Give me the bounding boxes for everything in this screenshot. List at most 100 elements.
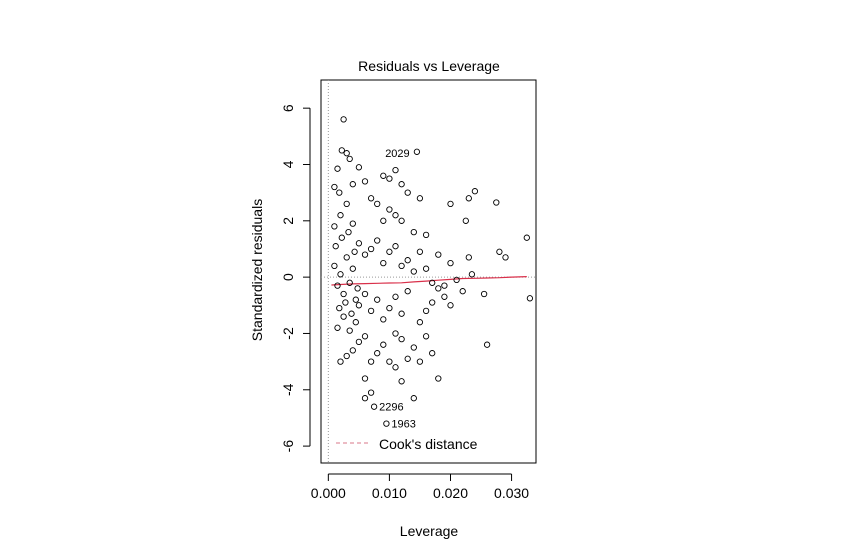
y-tick-label: 6	[280, 104, 296, 112]
data-point	[338, 234, 345, 241]
data-point	[380, 259, 387, 267]
data-point	[398, 217, 405, 224]
data-point	[367, 389, 375, 396]
data-point	[429, 350, 436, 357]
data-point	[380, 217, 387, 224]
data-point	[342, 299, 349, 306]
data-point	[435, 251, 442, 258]
point-label-2296: 2296	[379, 402, 403, 414]
y-tick-label: 4	[280, 160, 296, 168]
data-point	[337, 212, 344, 219]
data-point	[380, 316, 387, 323]
data-point	[441, 282, 448, 289]
data-point	[398, 310, 405, 317]
data-point	[361, 290, 369, 298]
data-point	[380, 172, 387, 179]
data-point	[416, 358, 424, 365]
data-point	[422, 307, 430, 315]
data-point	[345, 228, 352, 236]
data-point	[404, 189, 411, 196]
data-point	[429, 299, 436, 306]
y-tick-label: -4	[280, 383, 296, 396]
data-point	[496, 248, 503, 255]
data-point	[413, 148, 421, 155]
data-point	[392, 243, 399, 250]
data-point	[383, 420, 390, 427]
point-label-2029: 2029	[385, 148, 409, 160]
data-point	[398, 378, 405, 385]
data-point	[336, 189, 343, 196]
data-point	[453, 276, 460, 284]
data-point	[338, 147, 345, 154]
chart-title: Residuals vs Leverage	[358, 58, 500, 74]
data-point	[404, 355, 411, 362]
data-point	[332, 243, 339, 250]
data-point	[367, 245, 375, 253]
data-point	[404, 257, 411, 264]
data-point	[361, 333, 369, 340]
legend-cooks-distance-label: Cook's distance	[379, 436, 478, 452]
data-point	[343, 254, 350, 261]
data-point	[334, 282, 341, 289]
data-point	[343, 200, 350, 208]
data-point	[386, 304, 393, 312]
data-point	[334, 324, 341, 331]
x-tick-label: 0.030	[494, 485, 529, 501]
data-point	[367, 358, 375, 365]
data-point	[349, 220, 356, 227]
data-point	[392, 166, 399, 174]
data-point	[349, 181, 356, 188]
data-point	[348, 310, 355, 317]
data-point	[346, 327, 353, 334]
data-point	[441, 293, 448, 300]
data-point	[483, 341, 491, 348]
data-point	[465, 195, 472, 202]
x-axis: 0.000 0.010 0.020 0.030	[311, 473, 529, 501]
x-tick-label: 0.000	[311, 485, 346, 501]
data-point	[380, 341, 387, 348]
y-tick-label: -6	[280, 440, 296, 453]
data-point	[367, 307, 375, 315]
point-labels: 2029 2296 1963	[379, 148, 416, 430]
y-tick-label: 0	[280, 273, 296, 281]
x-axis-label: Leverage	[400, 523, 459, 539]
data-point	[398, 335, 405, 343]
data-point	[340, 290, 347, 298]
data-point	[392, 212, 399, 219]
data-point	[404, 288, 411, 295]
data-point	[416, 195, 424, 202]
data-point	[355, 338, 363, 346]
data-point	[336, 304, 343, 312]
data-point	[410, 268, 417, 275]
data-point	[352, 296, 359, 303]
data-point	[435, 285, 442, 292]
data-point	[334, 165, 341, 172]
data-point	[392, 330, 399, 337]
data-point	[343, 352, 350, 360]
data-point	[526, 295, 534, 302]
data-point	[471, 188, 479, 195]
data-point	[370, 403, 378, 410]
smooth-line-layer	[331, 276, 527, 286]
data-point	[355, 240, 363, 247]
data-point	[410, 395, 417, 402]
data-point	[480, 290, 488, 298]
data-point	[354, 285, 361, 292]
smooth-line	[331, 276, 527, 286]
data-point	[416, 319, 424, 326]
data-point	[374, 296, 381, 303]
data-point	[349, 347, 356, 354]
data-point	[374, 200, 381, 208]
data-point	[468, 271, 476, 278]
y-tick-label: 2	[280, 217, 296, 225]
y-axis-label: Standardized residuals	[249, 199, 265, 341]
data-point	[422, 333, 430, 340]
data-point	[346, 279, 353, 286]
x-tick-label: 0.020	[433, 485, 468, 501]
data-point	[462, 217, 469, 224]
data-point	[349, 265, 356, 272]
data-point	[429, 279, 436, 286]
y-axis: -6 -4 -2 0 2 4 6	[280, 104, 311, 453]
data-point	[465, 254, 472, 261]
